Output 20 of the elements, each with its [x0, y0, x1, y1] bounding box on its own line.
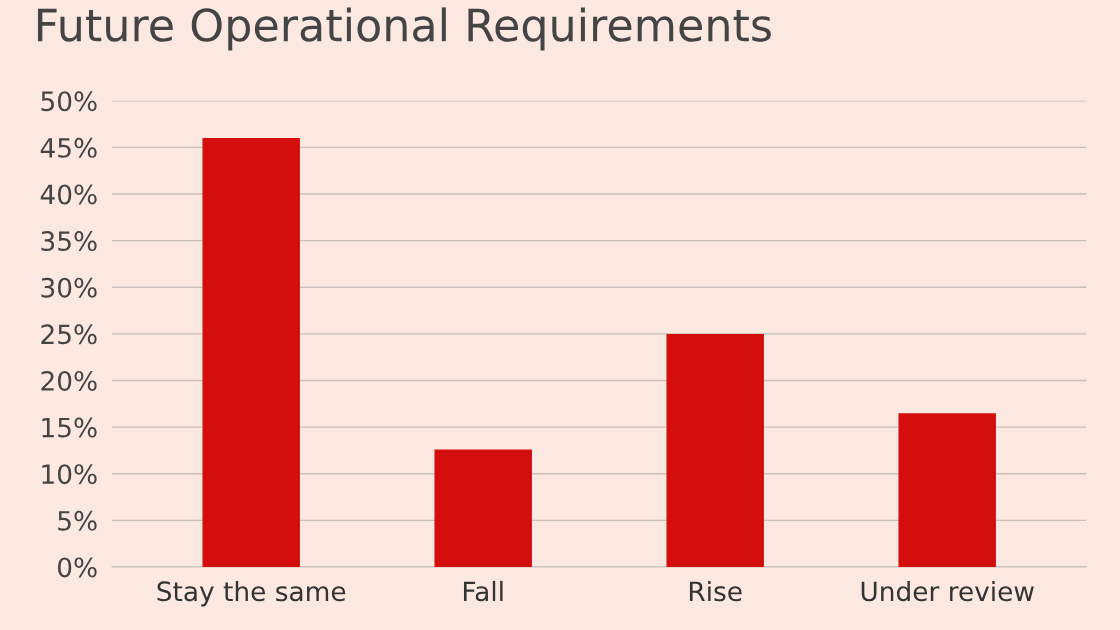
x-tick-label: Under review	[861, 580, 1034, 602]
bar	[434, 449, 532, 567]
x-tick-label: Fall	[463, 580, 503, 602]
x-tick-label: Rise	[689, 580, 742, 602]
y-tick-label: 30%	[41, 277, 97, 298]
chart-title: Future Operational Requirements	[37, 7, 771, 51]
y-tick-label: 50%	[41, 91, 97, 112]
y-tick-label: 25%	[41, 324, 97, 345]
bar	[666, 333, 764, 567]
y-tick-label: 40%	[40, 184, 97, 205]
y-tick-label: 5%	[58, 510, 97, 531]
y-tick-label: 0%	[57, 557, 97, 578]
bar	[898, 413, 996, 567]
y-tick-label: 35%	[41, 231, 97, 252]
y-tick-label: 20%	[41, 370, 97, 391]
y-tick-label: 15%	[42, 417, 97, 438]
y-tick-label: 10%	[42, 464, 97, 485]
x-tick-label: Stay the same	[157, 580, 346, 607]
y-tick-label: 45%	[40, 137, 97, 158]
bar	[202, 138, 300, 567]
